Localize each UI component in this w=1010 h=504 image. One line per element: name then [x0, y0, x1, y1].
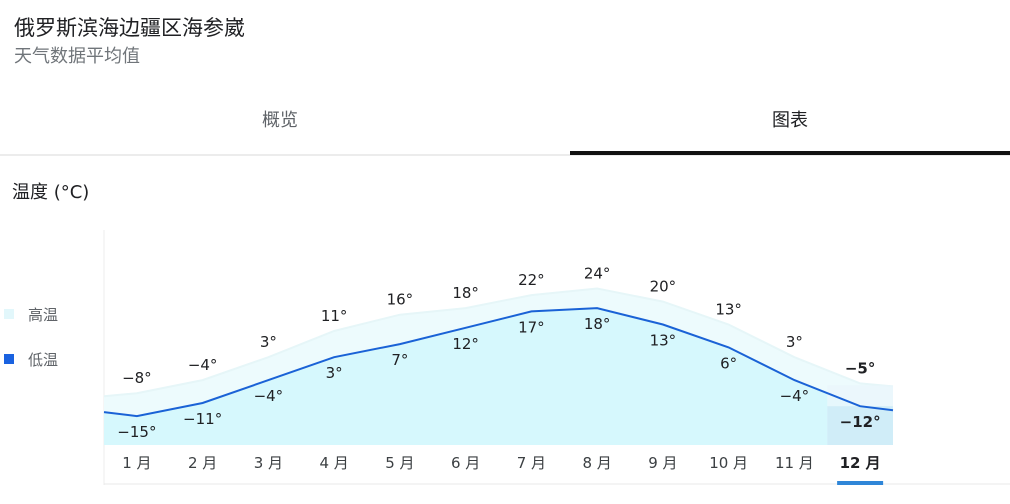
low-temp-label: 7°	[391, 351, 408, 369]
high-temp-label: 20°	[650, 278, 677, 296]
legend-item-low: 低温	[4, 347, 58, 371]
month-label[interactable]: 4 月	[319, 454, 348, 472]
low-temp-label: 18°	[584, 315, 611, 333]
high-temp-label: 24°	[584, 265, 611, 283]
low-temp-label: −15°	[117, 423, 156, 441]
low-temp-label: 12°	[452, 335, 479, 353]
month-label[interactable]: 11 月	[775, 454, 814, 472]
low-temp-label: 17°	[518, 318, 545, 336]
high-temp-label: 11°	[321, 307, 348, 325]
high-temp-label: 3°	[786, 333, 803, 351]
high-temp-label: −4°	[188, 356, 218, 374]
tab-bar: 概览 图表	[0, 90, 1010, 156]
low-temp-label: −4°	[780, 387, 810, 405]
selected-column-low	[827, 406, 893, 445]
high-temp-label: 3°	[260, 333, 277, 351]
low-temp-label: −12°	[840, 413, 881, 431]
tab-overview[interactable]: 概览	[262, 110, 298, 131]
month-label[interactable]: 1 月	[122, 454, 151, 472]
low-temp-label: −11°	[183, 410, 222, 428]
chart-title: 温度 (°C)	[12, 182, 90, 203]
month-label[interactable]: 9 月	[648, 454, 677, 472]
low-temp-label: 13°	[650, 331, 677, 349]
high-temp-label: −8°	[122, 369, 152, 387]
low-temp-label: −4°	[254, 387, 284, 405]
temperature-chart-svg: −8° −4° 3° 11° 16° 18° 22° 24° 20° 13° 3° −5° −15° −1…	[103, 230, 1010, 485]
selected-tab-indicator	[570, 151, 1010, 155]
legend-swatch-high	[4, 309, 14, 319]
page-subtitle: 天气数据平均值	[14, 46, 140, 67]
legend-item-high: 高温	[4, 302, 58, 326]
high-temp-line	[103, 287, 894, 398]
high-temp-label: 18°	[452, 284, 479, 302]
month-label[interactable]: 3 月	[254, 454, 283, 472]
month-label[interactable]: 8 月	[582, 454, 611, 472]
tab-chart[interactable]: 图表	[772, 110, 808, 131]
legend-swatch-low	[4, 354, 14, 364]
low-temp-label: 6°	[720, 354, 737, 372]
selected-month-indicator	[837, 481, 884, 485]
month-label[interactable]: 6 月	[451, 454, 480, 472]
legend-label-low: 低温	[28, 350, 59, 369]
low-temp-area	[104, 308, 893, 445]
high-temp-label: −5°	[845, 359, 876, 377]
month-label[interactable]: 12 月	[840, 454, 881, 472]
low-temp-line	[103, 307, 894, 418]
month-label[interactable]: 10 月	[709, 454, 748, 472]
month-label[interactable]: 7 月	[517, 454, 546, 472]
low-temp-label: 3°	[326, 364, 343, 382]
month-label[interactable]: 2 月	[188, 454, 217, 472]
high-temp-label: 16°	[387, 291, 414, 309]
high-temp-label: 22°	[518, 271, 545, 289]
legend-label-high: 高温	[28, 305, 59, 324]
temperature-chart: −8° −4° 3° 11° 16° 18° 22° 24° 20° 13° 3° −5° −15° −1…	[0, 200, 1010, 500]
month-label[interactable]: 5 月	[385, 454, 414, 472]
header: 俄罗斯滨海边疆区海参崴 天气数据平均值	[14, 14, 245, 70]
location-title: 俄罗斯滨海边疆区海参崴	[14, 16, 245, 40]
high-temp-label: 13°	[715, 300, 742, 318]
chart-legend: 高温 低温	[4, 302, 58, 392]
